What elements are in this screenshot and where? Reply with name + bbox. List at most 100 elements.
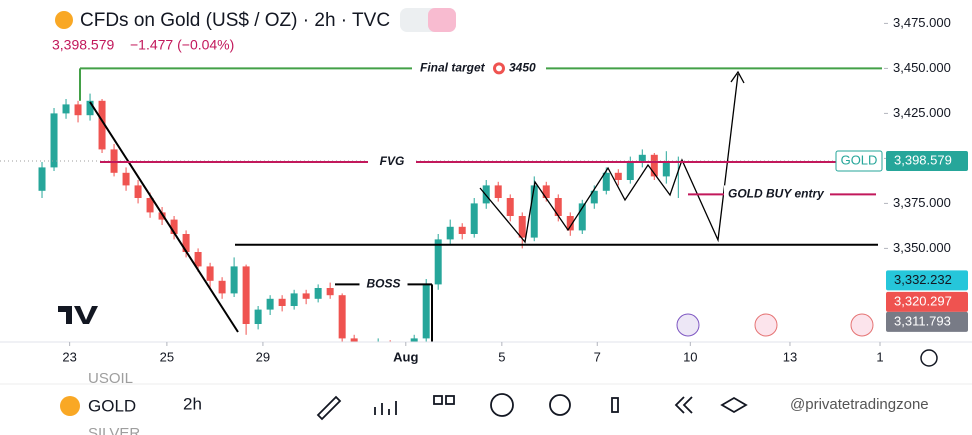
candle-body <box>662 162 670 177</box>
event-flag[interactable] <box>754 313 778 337</box>
annotation-label: BOSS <box>366 277 400 291</box>
candle-body <box>206 266 214 281</box>
x-tick-label: 7 <box>594 349 601 364</box>
candle-body <box>158 212 166 220</box>
symbol-next[interactable]: SILVER <box>88 425 140 435</box>
x-tick-label: 29 <box>256 349 270 364</box>
symbol-badge <box>835 150 883 172</box>
candle-body <box>350 338 358 342</box>
x-tick-label: 1 <box>876 349 883 364</box>
alert-tool[interactable] <box>549 394 571 416</box>
symbol-icon <box>55 11 73 29</box>
layout-tool[interactable] <box>445 395 455 405</box>
watermark: @privatetradingzone <box>790 396 929 413</box>
candle-body <box>638 154 646 162</box>
price-badge-label: 3,320.297 <box>894 293 952 308</box>
x-tick-label: 10 <box>683 349 697 364</box>
overlay: Final target 3450 FVG BOSS GOLD BUY entry <box>79 59 882 342</box>
price-badge <box>886 150 968 171</box>
annotation-label: Final target <box>420 61 486 75</box>
candle-body <box>542 185 550 198</box>
event-flag[interactable] <box>850 313 874 337</box>
candle-body <box>626 162 634 180</box>
candle-body <box>62 104 70 114</box>
symbol-current[interactable]: GOLD <box>88 396 136 415</box>
candle-body <box>494 185 502 198</box>
candle-body <box>554 198 562 216</box>
candle-body <box>578 203 586 231</box>
candle-body <box>182 234 190 252</box>
candle-body <box>530 185 538 238</box>
interval[interactable]: 2h <box>183 394 202 413</box>
candle-body <box>614 172 622 180</box>
candle-body <box>338 295 346 339</box>
price-badge-label: 3,332.232 <box>894 272 952 287</box>
target-icon <box>496 65 502 72</box>
y-tick-label: 3,375.000 <box>893 195 951 210</box>
add-tool[interactable] <box>490 393 514 417</box>
layout-tool[interactable] <box>433 395 443 405</box>
symbol-icon <box>60 396 80 416</box>
annotation-label: GOLD BUY entry <box>728 187 825 201</box>
candle-body <box>434 239 442 285</box>
candle-body <box>170 219 178 234</box>
y-tick-label: 3,350.000 <box>893 240 951 255</box>
x-tick-label: 23 <box>62 349 76 364</box>
candle-body <box>74 104 82 116</box>
draw-tool[interactable] <box>316 395 342 421</box>
candle-body <box>134 185 142 198</box>
candle-body <box>410 338 418 342</box>
candle-body <box>278 298 286 306</box>
candle-body <box>50 113 58 168</box>
annotation-value: 3450 <box>509 61 536 75</box>
candle-body <box>590 190 598 204</box>
indicators-tool[interactable] <box>374 401 397 415</box>
price-badge <box>886 311 968 332</box>
symbol-prev[interactable]: USOIL <box>88 370 133 387</box>
candle-body <box>254 309 262 324</box>
event-icon[interactable] <box>676 313 700 337</box>
candle-body <box>446 226 454 240</box>
candle-body <box>242 266 250 324</box>
candle-body <box>98 100 106 150</box>
candle-body <box>470 203 478 234</box>
x-tick-label: Aug <box>393 349 418 364</box>
candle-body <box>482 185 490 204</box>
x-tick-label: 13 <box>783 349 797 364</box>
candle-body <box>458 226 466 234</box>
label-bg <box>359 275 408 294</box>
tv-logo <box>58 306 98 324</box>
replay-tool[interactable] <box>674 396 693 414</box>
settings-icon[interactable] <box>920 349 938 367</box>
price-change: −1.477 (−0.04%) <box>130 37 234 53</box>
label-bg <box>412 59 546 78</box>
y-tick-label: 3,450.000 <box>893 60 951 75</box>
symbol-badge-label: GOLD <box>841 152 878 167</box>
projection-path <box>479 73 739 244</box>
candle-body <box>650 154 658 177</box>
candle-body <box>566 216 574 231</box>
label-bg <box>724 185 830 204</box>
candle-body <box>314 288 322 299</box>
candle-body <box>326 288 334 296</box>
price-badge-label: 3,398.579 <box>894 152 952 167</box>
x-tick-label: 5 <box>498 349 505 364</box>
x-tick-label: 25 <box>160 349 174 364</box>
toggle-active[interactable] <box>428 8 456 32</box>
candle-body <box>302 293 310 299</box>
y-tick-label: 3,425.000 <box>893 105 951 120</box>
candle-tool[interactable] <box>611 397 619 413</box>
candle-body <box>194 252 202 267</box>
plot-area <box>0 93 880 342</box>
y-tick-label: 3,475.000 <box>893 15 951 30</box>
candle-body <box>266 298 274 310</box>
layers-tool[interactable] <box>720 396 748 414</box>
candle-body <box>146 198 154 213</box>
candle-body <box>86 100 94 116</box>
candle-body <box>230 266 238 294</box>
candle-body <box>122 172 130 186</box>
price-badge <box>886 270 968 291</box>
candle-body <box>218 280 226 294</box>
annotation-label: FVG <box>380 154 405 168</box>
